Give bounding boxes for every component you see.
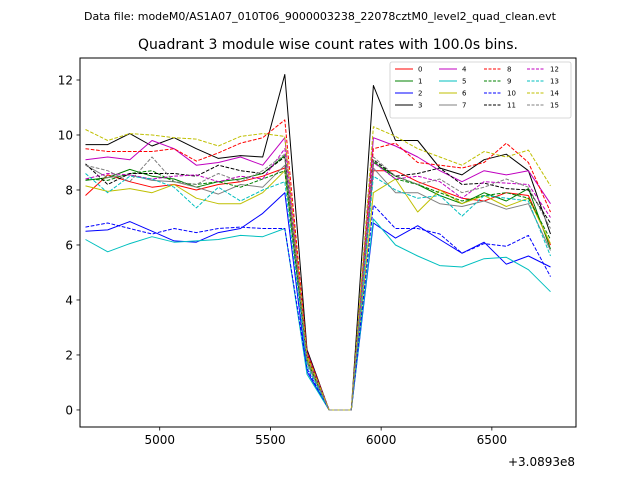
chart-title: Quadrant 3 module wise count rates with … <box>138 37 518 53</box>
y-tick-label: 4 <box>65 293 73 307</box>
y-tick-label: 6 <box>65 238 73 252</box>
series-line-10 <box>85 204 551 411</box>
x-tick-label: 5000 <box>144 433 175 447</box>
x-tick-label: 5500 <box>255 433 286 447</box>
legend-label-13: 13 <box>550 78 559 86</box>
y-tick-label: 10 <box>58 128 73 142</box>
x-tick-label: 6500 <box>477 433 508 447</box>
legend-label-0: 0 <box>418 66 422 74</box>
legend-label-8: 8 <box>507 66 511 74</box>
legend-label-5: 5 <box>462 78 466 86</box>
axes-frame <box>79 57 577 428</box>
legend-label-1: 1 <box>418 78 422 86</box>
y-axis: 0 2 4 6 8 10 12 <box>58 73 80 417</box>
legend-label-3: 3 <box>418 102 422 110</box>
series-line-8 <box>85 119 551 411</box>
legend-label-14: 14 <box>550 90 559 98</box>
series-line-2 <box>85 192 551 411</box>
legend-box <box>389 61 572 119</box>
x-axis: 5000 5500 6000 6500 <box>144 427 507 447</box>
legend-label-7: 7 <box>462 102 466 110</box>
series-line-13 <box>85 173 551 411</box>
legend-label-6: 6 <box>462 90 467 98</box>
series-layer <box>85 74 551 411</box>
x-offset-label: +3.0893e8 <box>508 455 575 469</box>
series-line-5 <box>85 218 551 411</box>
legend-label-12: 12 <box>550 66 559 74</box>
series-line-15 <box>85 153 551 411</box>
legend-label-10: 10 <box>507 90 516 98</box>
y-tick-label: 2 <box>65 348 73 362</box>
y-tick-label: 0 <box>65 403 73 417</box>
legend-label-15: 15 <box>550 102 559 110</box>
legend-label-9: 9 <box>507 78 511 86</box>
chart-suptitle: Data file: modeM0/AS1A07_010T06_90000032… <box>84 10 557 23</box>
series-line-9 <box>85 160 551 411</box>
y-tick-label: 12 <box>58 73 73 87</box>
x-tick-label: 6000 <box>366 433 397 447</box>
legend-label-2: 2 <box>418 90 422 98</box>
series-line-6 <box>85 170 551 411</box>
legend-label-4: 4 <box>462 66 467 74</box>
y-tick-label: 8 <box>65 183 73 197</box>
legend-label-11: 11 <box>507 102 516 110</box>
series-line-14 <box>85 126 551 411</box>
series-line-7 <box>85 164 551 411</box>
